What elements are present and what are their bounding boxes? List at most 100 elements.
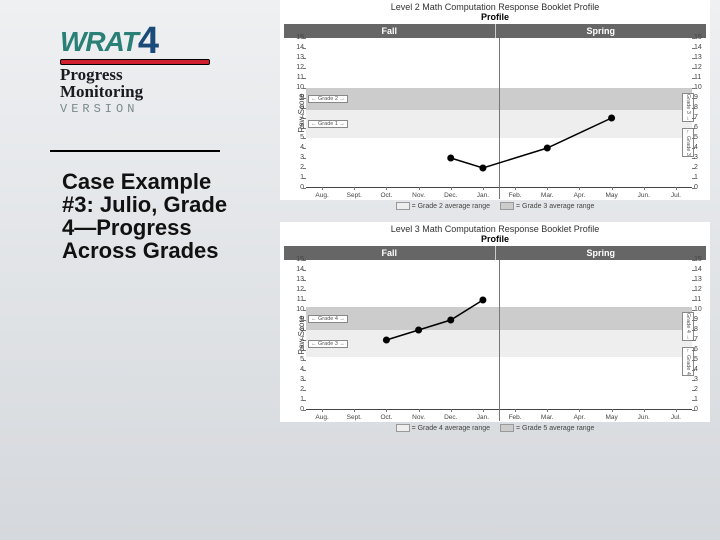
y-tick-label-r: 0 [694,406,708,413]
y-tick-label-r: 6 [694,346,708,353]
y-tick-label-r: 5 [694,356,708,363]
x-tick-label: Mar. [541,192,554,199]
y-tick-label: 2 [290,386,304,393]
y-tick-label-r: 3 [694,376,708,383]
y-tick-label: 13 [290,54,304,61]
chart-subtitle: Profile [280,234,710,244]
season-divider [499,38,500,199]
y-tick-label: 2 [290,164,304,171]
y-tick-label: 3 [290,154,304,161]
y-tick-label: 10 [290,84,304,91]
y-tick-label-r: 2 [694,164,708,171]
brand-sub1: Progress [60,67,210,82]
data-point [479,297,486,304]
x-tick-label: Dec. [444,414,457,421]
y-tick-label-r: 7 [694,114,708,121]
season-spring: Spring [496,24,707,38]
y-tick-label-r: 3 [694,154,708,161]
y-axis-label: Raw Score [297,93,306,132]
grade-band-hi-label: ← Grade 2 → [308,95,348,103]
x-tick-label: May [605,414,617,421]
y-tick-label: 14 [290,44,304,51]
x-tick-label: Feb. [509,192,522,199]
plot-area: ← Grade 1 →← Grade 2 →← Grade 3Grade 3 →… [306,38,692,188]
x-tick-label: Jun. [638,192,650,199]
y-tick-label-r: 9 [694,94,708,101]
legend-item-b: = Grade 3 average range [500,202,594,210]
legend-item-a: = Grade 4 average range [396,424,490,432]
y-tick-label-r: 11 [694,296,708,303]
y-tick-label-r: 2 [694,386,708,393]
x-tick-label: May [605,192,617,199]
y-tick-label-r: 13 [694,276,708,283]
season-header: FallSpring [284,246,706,260]
x-tick-label: Nov. [412,414,425,421]
data-point [479,165,486,172]
y-tick-label: 14 [290,266,304,273]
grade-band-hi-label: ← Grade 4 → [308,315,348,323]
y-tick-label-r: 14 [694,266,708,273]
x-tick-label: Oct. [380,192,392,199]
x-tick-label: Jun. [638,414,650,421]
y-tick-label: 11 [290,74,304,81]
y-tick-label-r: 12 [694,64,708,71]
brand-text: WRAT [60,26,138,57]
brand-logo: WRAT4 Progress Monitoring VERSION [60,18,210,116]
data-point [544,145,551,152]
x-tick-label: Jul. [671,414,681,421]
x-tick-label: Sept. [347,414,362,421]
y-tick-label: 5 [290,134,304,141]
y-tick-label-r: 10 [694,306,708,313]
y-tick-label: 4 [290,366,304,373]
y-tick-label-r: 11 [694,74,708,81]
x-tick-label: Sept. [347,192,362,199]
y-tick-label-r: 6 [694,124,708,131]
chart-legend: = Grade 4 average range = Grade 5 average… [280,424,710,432]
season-divider [499,260,500,421]
y-tick-label-r: 14 [694,44,708,51]
x-tick-label: Feb. [509,414,522,421]
grade-vert-label-low: ← Grade 3 [682,128,694,157]
y-tick-label-r: 15 [694,34,708,41]
grade-band-lo-label: ← Grade 3 → [308,340,348,348]
y-tick-label: 1 [290,174,304,181]
x-tick-label: Jan. [477,192,489,199]
page-title: Case Example #3: Julio, Grade 4—Progress… [62,170,232,262]
y-tick-label: 3 [290,376,304,383]
x-tick-label: Nov. [412,192,425,199]
brand-version: VERSION [60,102,210,116]
y-tick-label-r: 1 [694,396,708,403]
y-tick-label: 10 [290,306,304,313]
season-header: FallSpring [284,24,706,38]
x-tick-label: Oct. [380,414,392,421]
x-tick-label: Jan. [477,414,489,421]
y-tick-label-r: 7 [694,336,708,343]
y-tick-label-r: 8 [694,326,708,333]
legend-item-b: = Grade 5 average range [500,424,594,432]
season-spring: Spring [496,246,707,260]
x-tick-label: Aug. [315,414,328,421]
y-tick-label: 0 [290,184,304,191]
y-tick-label: 11 [290,296,304,303]
y-tick-label-r: 0 [694,184,708,191]
y-tick-label: 12 [290,286,304,293]
legend-item-a: = Grade 2 average range [396,202,490,210]
y-tick-label-r: 8 [694,104,708,111]
chart-legend: = Grade 2 average range = Grade 3 average… [280,202,710,210]
y-tick-label-r: 15 [694,256,708,263]
y-tick-label: 4 [290,144,304,151]
chart-level-2: Level 2 Math Computation Response Bookle… [280,0,710,200]
x-tick-label: Aug. [315,192,328,199]
y-tick-label: 15 [290,34,304,41]
x-tick-label: Dec. [444,192,457,199]
y-tick-label-r: 9 [694,316,708,323]
y-tick-label-r: 12 [694,286,708,293]
brand-sub2: Monitoring [60,84,210,99]
grade-vert-label-high: Grade 4 → [682,312,694,341]
y-tick-label: 1 [290,396,304,403]
x-tick-label: Apr. [574,192,586,199]
season-fall: Fall [284,246,496,260]
chart-subtitle: Profile [280,12,710,22]
y-tick-label: 13 [290,276,304,283]
chart-level-3: Level 3 Math Computation Response Bookle… [280,222,710,422]
